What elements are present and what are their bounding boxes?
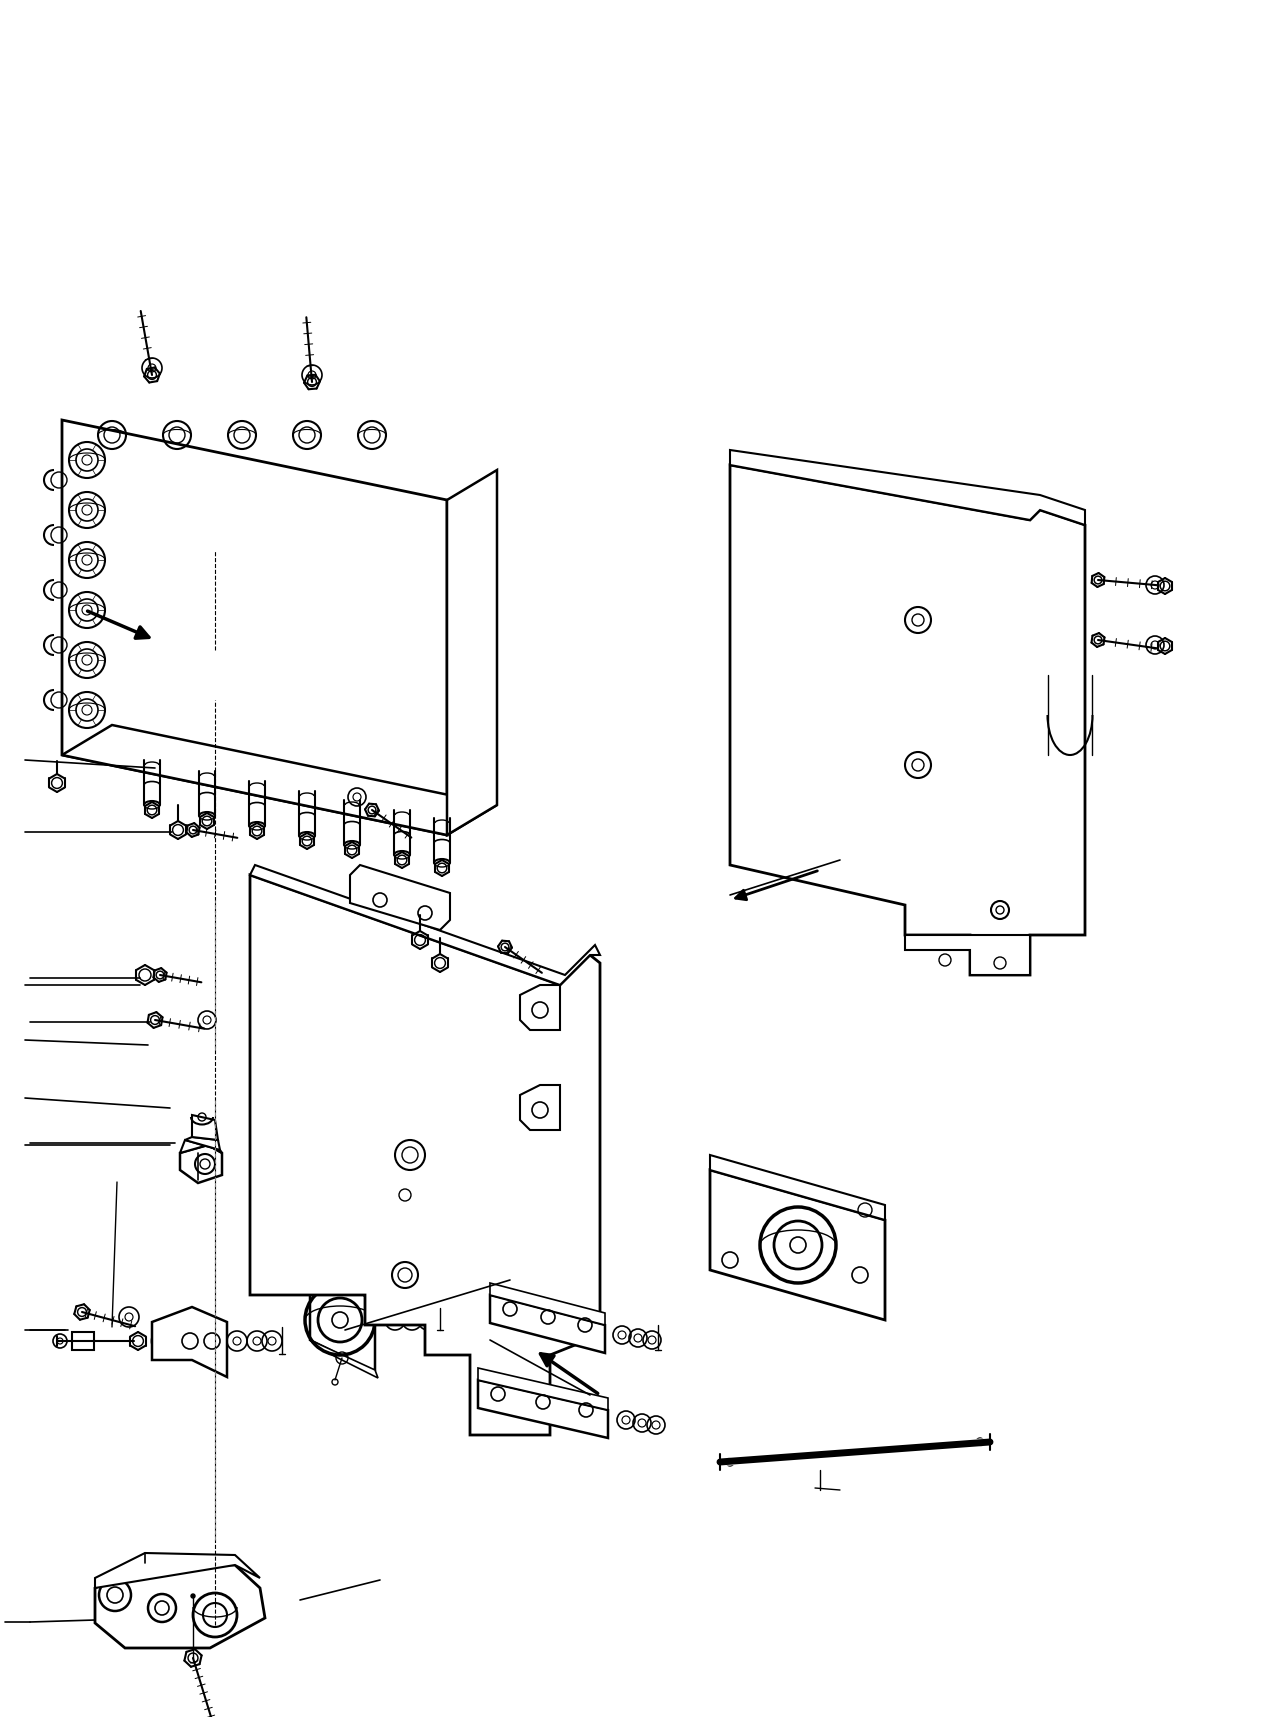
Polygon shape [730, 450, 1085, 525]
Polygon shape [95, 1562, 265, 1648]
Polygon shape [477, 1368, 608, 1410]
Bar [72, 1332, 93, 1350]
Polygon shape [447, 470, 497, 834]
Polygon shape [95, 1552, 260, 1588]
Polygon shape [710, 1156, 884, 1221]
Polygon shape [520, 986, 561, 1030]
Polygon shape [152, 1307, 227, 1377]
Polygon shape [710, 1169, 884, 1320]
Circle shape [191, 1593, 195, 1599]
Polygon shape [310, 1250, 375, 1370]
Polygon shape [192, 1114, 218, 1140]
Polygon shape [490, 1295, 605, 1353]
Polygon shape [490, 1283, 605, 1326]
Polygon shape [61, 725, 497, 834]
Polygon shape [905, 936, 1030, 975]
Polygon shape [180, 1145, 221, 1183]
Polygon shape [61, 421, 447, 834]
Polygon shape [186, 1137, 220, 1150]
Polygon shape [250, 876, 600, 1435]
Polygon shape [520, 1085, 561, 1130]
Polygon shape [180, 1140, 221, 1154]
Polygon shape [349, 865, 451, 931]
Polygon shape [477, 1380, 608, 1439]
Polygon shape [250, 865, 600, 986]
Polygon shape [310, 1339, 378, 1379]
Polygon shape [730, 465, 1085, 975]
